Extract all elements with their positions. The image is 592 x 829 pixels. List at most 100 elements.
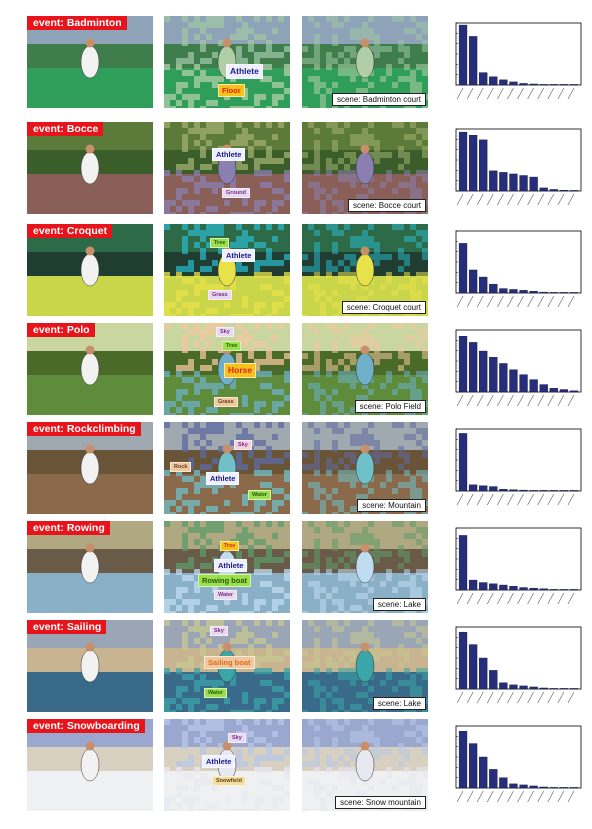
segment-cell [254,470,260,476]
segment-cell [314,230,320,236]
segment-cell [194,64,200,70]
segment-cell [200,383,206,389]
segment-cell [188,308,194,314]
distribution-chart [444,426,584,511]
segment-cell [386,674,392,680]
segment-cell [314,638,320,644]
distribution-chart [444,20,584,105]
subject-head [85,345,95,355]
segment-cell [260,779,266,785]
segment-cell [170,500,176,506]
segment-cell [422,428,428,434]
segment-cell [314,389,320,395]
segment-cell [332,464,338,470]
segment-cell [242,638,248,644]
bar [499,682,508,690]
bar [519,784,528,789]
segment-cell [230,34,236,40]
scene-label: scene: Lake [372,697,426,710]
x-tick-mark [497,295,504,308]
segment-cell [242,791,248,797]
event-photo-panel: event: Badminton [27,16,153,108]
segment-cell [260,482,266,488]
segment-cell [266,52,272,58]
segment-cell [248,710,254,712]
segment-cell [374,40,380,46]
segment-cell [350,272,356,278]
segment-cell [410,176,416,182]
segment-cell [206,680,212,686]
segment-cell [254,170,260,176]
x-tick-mark [547,592,555,605]
segment-cell [314,587,320,593]
segment-cell [338,668,344,674]
x-tick-mark [557,295,565,308]
segment-cell [284,692,290,698]
segment-cell [398,551,404,557]
segment-cell [236,106,242,108]
segment-cell [356,140,362,146]
segment-cell [278,686,284,692]
segment-cell [302,563,308,569]
segment-cell [392,290,398,296]
segment-cell [236,46,242,52]
segment-cell [314,626,320,632]
segment-cell [164,272,170,278]
segment-cell [278,302,284,308]
subject-head [360,345,370,355]
segment-cell [398,743,404,749]
segment-cell [182,422,188,428]
segment-cell [350,134,356,140]
segment-cell [302,512,308,514]
segment-cell [356,335,362,341]
segment-cell [272,488,278,494]
segment-cell [374,152,380,158]
segment-cell [314,494,320,500]
segment-cell [194,182,200,188]
segment-cell [326,464,332,470]
segment-cell [326,52,332,58]
distribution-chart [444,126,584,211]
segment-cell [398,464,404,470]
segment-cell [338,599,344,605]
segment-cell [200,773,206,779]
segment-cell [206,22,212,28]
segment-cell [170,200,176,206]
segment-cell [314,40,320,46]
distribution-chart [444,525,584,610]
segment-cell [164,122,170,128]
segment-cell [194,719,200,725]
segment-cell [272,557,278,563]
segment-cell [188,773,194,779]
segment-cell [350,680,356,686]
segment-cell [398,620,404,626]
x-tick-mark [456,790,464,803]
segment-cell [236,452,242,458]
segment-cell [368,488,374,494]
segment-cell [350,28,356,34]
bar-chart [455,230,582,308]
segment-cell [344,476,350,482]
segment-cell [386,64,392,70]
segment-cell [404,260,410,266]
segment-cell [200,128,206,134]
segment-cell [410,134,416,140]
segment-cell [422,248,428,254]
segment-cell [182,698,188,704]
segment-cell [410,296,416,302]
x-tick-mark [497,87,504,100]
segment-cell [206,122,212,128]
segment-cell [314,686,320,692]
segment-cell [386,377,392,383]
segment-cell [314,557,320,563]
segment-cell [320,389,326,395]
scene-panel: scene: Croquet court [302,224,428,316]
bar [479,350,488,393]
segment-cell [200,434,206,440]
segment-cell [380,452,386,458]
segment-cell [278,290,284,296]
segment-cell [314,470,320,476]
segment-cell [350,34,356,40]
segment-cell [332,644,338,650]
segment-cell [230,182,236,188]
